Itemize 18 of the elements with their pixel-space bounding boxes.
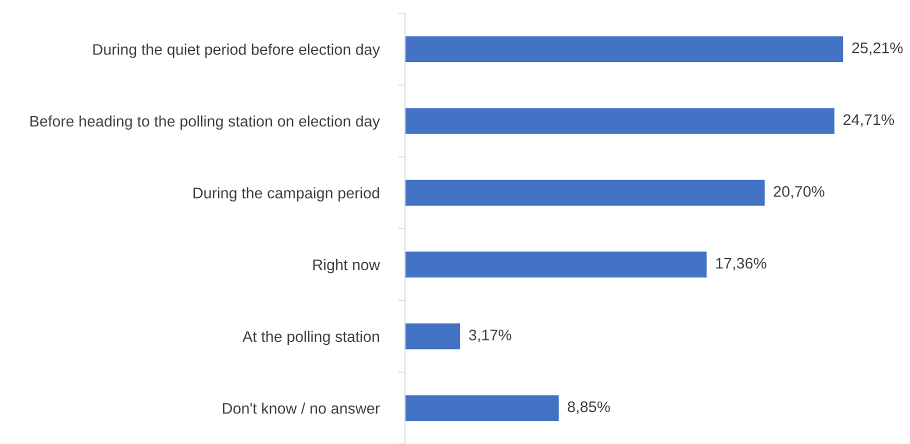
y-tick-label: During the campaign period xyxy=(194,187,380,202)
data-label: 8,85% xyxy=(568,401,610,414)
bar xyxy=(405,36,844,62)
y-tick-label: Don't know / no answer xyxy=(222,402,380,414)
bar xyxy=(405,108,834,134)
y-tick-label: During the quiet period before election day xyxy=(93,44,380,58)
y-tick-label: Right now xyxy=(313,259,380,274)
bar xyxy=(405,395,559,422)
bar xyxy=(405,252,707,278)
bar xyxy=(405,180,765,206)
data-label: 17,36% xyxy=(716,258,766,270)
bar xyxy=(405,323,460,350)
data-label: 3,17% xyxy=(469,330,512,342)
data-label: 24,71% xyxy=(844,114,894,127)
y-tick-label: At the polling station xyxy=(242,330,380,346)
data-label: 25,21% xyxy=(852,42,903,56)
y-tick-label: Before heading to the polling station on election day xyxy=(30,115,380,130)
data-label: 20,70% xyxy=(774,186,824,199)
